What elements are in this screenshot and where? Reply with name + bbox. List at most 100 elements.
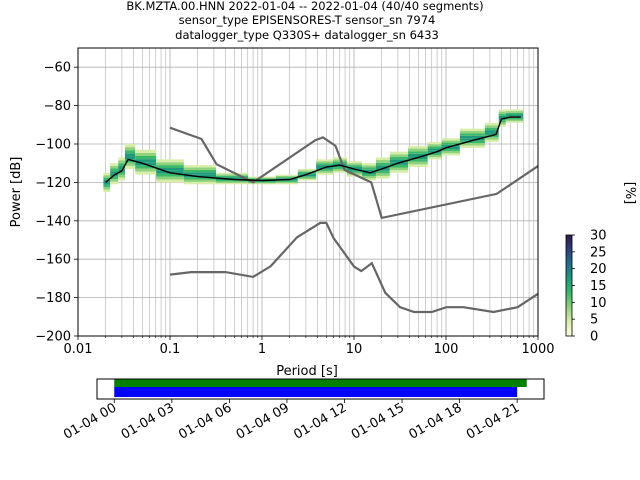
psd-cell xyxy=(156,168,184,171)
grid-lines xyxy=(78,48,538,336)
psd-cell xyxy=(389,167,409,171)
psd-cell xyxy=(135,152,157,156)
psd-cell xyxy=(135,168,157,172)
psd-cell xyxy=(135,165,157,169)
psd-cell xyxy=(441,149,460,152)
x-tick-label: 100 xyxy=(434,342,459,357)
psd-cell xyxy=(183,165,216,168)
psd-cell xyxy=(333,168,347,171)
psd-cell xyxy=(362,169,376,172)
psd-cell xyxy=(248,177,276,179)
psd-cell xyxy=(505,114,516,117)
psd-cell xyxy=(124,159,136,163)
median-curve xyxy=(105,116,521,183)
psd-cell xyxy=(427,142,442,145)
psd-cell xyxy=(375,162,390,166)
psd-cell xyxy=(316,172,334,175)
psd-cell xyxy=(275,175,298,178)
psd-cell xyxy=(408,159,428,162)
psd-cell xyxy=(156,159,184,163)
timeline-tick-label: 01-04 15 xyxy=(349,400,407,442)
colorbar-tick-label: 20 xyxy=(590,262,607,277)
psd-cell xyxy=(459,140,485,144)
psd-cell xyxy=(118,157,125,161)
psd-cell xyxy=(484,122,499,126)
psd-cell xyxy=(124,144,136,148)
y-tick-label: −80 xyxy=(44,99,71,114)
colorbar-tick-label: 30 xyxy=(590,229,607,244)
timeline-ticks: 01-04 00 01-04 03 01-04 06 01-04 09 01-04 12… xyxy=(61,399,522,443)
psd-cell xyxy=(110,171,119,174)
psd-cell xyxy=(316,161,334,164)
timeline-axes: 01-04 00 01-04 03 01-04 06 01-04 09 01-04 12… xyxy=(61,378,545,443)
psd-cell xyxy=(459,131,485,134)
psd-cell xyxy=(248,178,276,180)
psd-cell xyxy=(427,146,442,149)
psd-cell xyxy=(515,119,524,122)
y-tick-label: −200 xyxy=(35,330,71,345)
psd-cell xyxy=(408,148,428,152)
psd-cell xyxy=(135,159,157,163)
psd-cell xyxy=(103,172,111,176)
x-tick-label: 1000 xyxy=(521,342,554,357)
psd-cell xyxy=(216,177,249,179)
psd-cell xyxy=(156,179,184,183)
psd-cell xyxy=(389,151,409,155)
psd-cell xyxy=(297,179,317,181)
psd-cell xyxy=(110,163,119,166)
psd-cell xyxy=(248,183,276,185)
psd-cell xyxy=(124,162,136,166)
psd-cell xyxy=(441,151,460,154)
psd-cell xyxy=(515,111,524,113)
psd-cell xyxy=(216,175,249,178)
psd-cell xyxy=(316,170,334,173)
psd-cell xyxy=(427,155,442,158)
x-tick-label: 1 xyxy=(258,342,266,357)
psd-cell xyxy=(427,148,442,151)
psd-cell xyxy=(389,156,409,160)
psd-cell xyxy=(484,127,499,131)
psd-cell xyxy=(333,165,347,168)
median-curve-group xyxy=(105,116,521,183)
psd-cell xyxy=(333,167,347,169)
psd-cell xyxy=(459,133,485,136)
psd-cell xyxy=(183,167,216,170)
psd-cell xyxy=(333,161,347,164)
psd-cell xyxy=(183,169,216,173)
timeline-tick-label: 01-04 09 xyxy=(234,400,292,442)
psd-cell xyxy=(333,170,347,173)
psd-cell xyxy=(346,168,363,171)
colorbar-tick-label: 15 xyxy=(590,279,607,294)
psd-cell xyxy=(110,165,119,169)
psd-cell xyxy=(498,124,506,127)
psd-cell xyxy=(275,183,298,185)
psd-cell xyxy=(427,144,442,147)
psd-cell xyxy=(408,151,428,154)
psd-cell xyxy=(408,161,428,165)
noise-models xyxy=(169,126,538,314)
psd-cell xyxy=(316,168,334,171)
psd-cell xyxy=(216,174,249,176)
psd-cell xyxy=(156,173,184,177)
psd-cell xyxy=(103,177,111,180)
psd-cell xyxy=(427,157,442,160)
chart-title: BK.MZTA.00.HNN 2022-01-04 -- 2022-01-04 … xyxy=(126,0,483,42)
y-tick-label: −180 xyxy=(35,291,71,306)
timeline-bar-blue xyxy=(114,387,518,397)
psd-cell xyxy=(346,170,363,173)
colorbar-tick-label: 5 xyxy=(590,313,598,328)
noise-model-low xyxy=(169,221,538,314)
y-tick-label: −60 xyxy=(44,61,71,76)
psd-cell xyxy=(183,172,216,175)
psd-cell xyxy=(505,117,516,120)
psd-cell xyxy=(118,174,125,178)
title-line-3: datalogger_type Q330S+ datalogger_sn 643… xyxy=(175,28,439,42)
psd-cell xyxy=(135,156,157,160)
colorbar-label: [%] xyxy=(622,182,637,205)
plot-frame xyxy=(77,47,539,337)
psd-cell xyxy=(110,176,119,180)
psd-cell xyxy=(110,181,119,185)
psd-cell xyxy=(362,178,376,181)
psd-cell xyxy=(515,109,524,112)
psd-cell xyxy=(505,119,516,122)
